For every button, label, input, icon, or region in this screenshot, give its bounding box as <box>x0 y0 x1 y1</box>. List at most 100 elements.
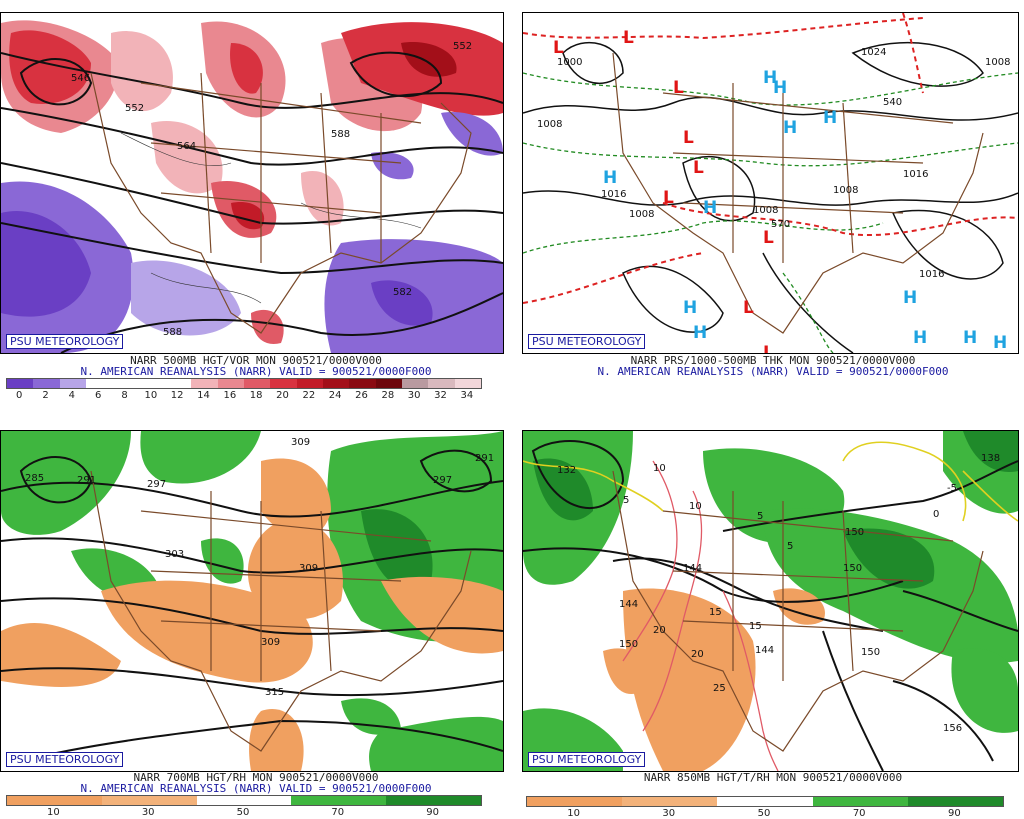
svg-text:H: H <box>993 333 1007 353</box>
contour-label: 540 <box>883 97 902 108</box>
contour-label: 1016 <box>919 269 944 280</box>
contour-label: 297 <box>147 479 166 490</box>
contour-label: 144 <box>683 563 702 574</box>
contour-label: 552 <box>125 103 144 114</box>
scale-swatch <box>85 379 113 388</box>
contour-label: 144 <box>755 645 774 656</box>
map-700mb: 285 291 297 303 309 309 309 315 291 297 … <box>0 430 504 772</box>
scale-label: 30 <box>407 390 421 401</box>
svg-text:H: H <box>823 108 837 128</box>
contour-label: 588 <box>163 327 182 338</box>
panel-title: NARR 500MB HGT/VOR MON 900521/0000V000 <box>130 354 382 367</box>
contour-label: 156 <box>943 723 962 734</box>
scale-label: 10 <box>144 390 158 401</box>
scale-swatch <box>375 379 402 388</box>
scale-label: 70 <box>852 808 866 819</box>
psu-meteorology-badge: PSU METEOROLOGY <box>528 334 646 349</box>
scale-swatch <box>270 379 297 388</box>
panel-title: NARR 700MB HGT/RH MON 900521/0000V000 <box>133 771 379 784</box>
contour-label: 1008 <box>629 209 654 220</box>
scale-label: 18 <box>249 390 263 401</box>
contour-label: 546 <box>71 73 90 84</box>
contour-label: 132 <box>557 465 576 476</box>
svg-text:H: H <box>603 168 617 188</box>
psu-meteorology-badge: PSU METEOROLOGY <box>528 752 646 767</box>
scale-swatch <box>812 797 908 806</box>
svg-text:L: L <box>553 38 564 58</box>
contour-label: 309 <box>299 563 318 574</box>
contour-label: 1008 <box>537 119 562 130</box>
panel-title: NARR PRS/1000-500MB THK MON 900521/0000V… <box>630 354 916 367</box>
contour-label: 150 <box>861 647 880 658</box>
scale-label: 90 <box>426 807 439 818</box>
contour-label: 144 <box>619 599 638 610</box>
scale-label: 32 <box>434 390 447 401</box>
scale-label: 90 <box>948 808 961 819</box>
scale-swatch <box>7 796 102 805</box>
svg-text:H: H <box>693 323 707 343</box>
panel-850mb-t-rh: 132 144 144 150 144 150 150 156 138 150 … <box>522 415 1024 819</box>
scale-swatch <box>101 796 197 805</box>
contour-label: 1008 <box>833 185 858 196</box>
scale-label: 12 <box>170 390 184 401</box>
scale-swatch <box>138 379 165 388</box>
scale-swatch <box>59 379 86 388</box>
scale-swatch <box>527 797 623 806</box>
scale-label: 50 <box>757 808 771 819</box>
contour-label: 309 <box>261 637 280 648</box>
svg-text:H: H <box>773 78 787 98</box>
svg-text:H: H <box>703 198 717 218</box>
contour-label: 303 <box>165 549 184 560</box>
scale-swatch <box>454 379 481 388</box>
scale-label: 70 <box>331 807 345 818</box>
scale-label: 34 <box>460 390 474 401</box>
temp-label: 20 <box>691 649 704 660</box>
svg-text:L: L <box>743 298 754 318</box>
svg-text:H: H <box>763 68 777 88</box>
scale-swatch <box>164 379 192 388</box>
contour-label: 1008 <box>985 57 1010 68</box>
contour-label: 1000 <box>557 57 582 68</box>
scale-label: 14 <box>197 390 210 401</box>
map-850mb: 132 144 144 150 144 150 150 156 138 150 … <box>522 430 1019 772</box>
temp-label: 15 <box>749 621 762 632</box>
rh-color-scale <box>6 795 482 806</box>
contour-label: 315 <box>265 687 284 698</box>
svg-text:H: H <box>913 328 927 348</box>
scale-swatch <box>291 796 387 805</box>
contour-label: 138 <box>981 453 1000 464</box>
scale-label: 10 <box>567 808 580 819</box>
temp-label: 5 <box>757 511 763 522</box>
scale-swatch <box>243 379 271 388</box>
panel-500mb-vorticity: 546 552 564 552 582 588 588 PSU METEOROL… <box>0 0 512 410</box>
scale-swatch <box>717 797 813 806</box>
map-500mb-svg: 546 552 564 552 582 588 588 <box>1 20 503 353</box>
panel-subtitle: N. AMERICAN REANALYSIS (NARR) VALID = 90… <box>597 365 949 378</box>
scale-label: 30 <box>662 808 676 819</box>
scale-swatch <box>428 379 455 388</box>
svg-text:L: L <box>623 28 634 48</box>
scale-label: 0 <box>15 390 23 401</box>
svg-text:H: H <box>963 328 977 348</box>
temp-label: 10 <box>653 463 666 474</box>
panel-subtitle: N. AMERICAN REANALYSIS (NARR) VALID = 90… <box>80 365 432 378</box>
scale-label: 2 <box>42 390 49 401</box>
svg-text:L: L <box>693 158 704 178</box>
scale-label: 4 <box>68 390 76 401</box>
svg-text:L: L <box>763 228 774 248</box>
temp-label: 15 <box>709 607 722 618</box>
scale-label: 50 <box>236 807 250 818</box>
scale-swatch <box>296 379 323 388</box>
contour-label: 564 <box>177 141 196 152</box>
temp-label: 10 <box>689 501 702 512</box>
psu-meteorology-badge: PSU METEOROLOGY <box>6 752 124 767</box>
contour-label: 570 <box>771 219 790 230</box>
contour-label: 1024 <box>861 47 886 58</box>
scale-swatch <box>349 379 376 388</box>
scale-swatch <box>112 379 139 388</box>
svg-text:H: H <box>683 298 697 318</box>
map-850mb-svg: 132 144 144 150 144 150 150 156 138 150 … <box>523 431 1018 771</box>
